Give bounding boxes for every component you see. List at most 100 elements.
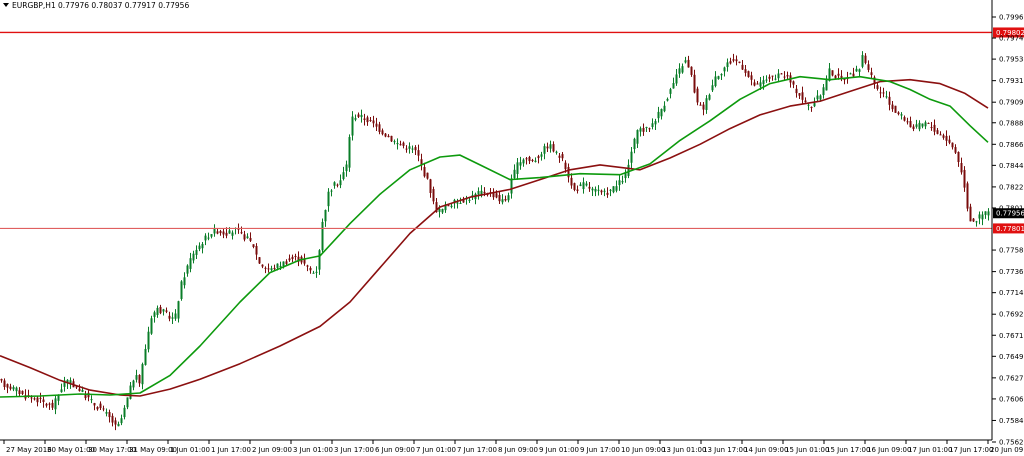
candle (537, 154, 540, 164)
candle-body (933, 124, 936, 132)
candle (360, 109, 363, 123)
candle-body (312, 272, 315, 274)
candle-body (573, 183, 576, 190)
candle-body (666, 98, 669, 101)
candle (216, 228, 219, 235)
time-tick-label: 7 Jun 01:00 (416, 446, 456, 454)
candle-body (528, 156, 531, 162)
candle (738, 61, 741, 64)
candle (390, 135, 393, 143)
candle-body (432, 189, 435, 202)
time-tick-label: 6 Jun 09:00 (375, 446, 415, 454)
candle-body (669, 89, 672, 94)
time-tick-label: 13 Jun 01:00 (662, 446, 706, 454)
candle-body (303, 258, 306, 264)
candle (444, 201, 447, 213)
time-tick-label: 31 May 09:00 (129, 446, 177, 454)
candle-body (699, 104, 702, 106)
candle (528, 155, 531, 164)
candle-body (771, 75, 774, 77)
candle-body (405, 148, 408, 150)
candle-body (315, 271, 318, 273)
candle (270, 265, 273, 272)
candle-body (567, 167, 570, 178)
candle-body (0, 378, 3, 381)
candle-body (438, 208, 441, 212)
candle-body (522, 159, 525, 164)
candle (801, 86, 804, 105)
candle-body (84, 393, 87, 399)
time-tick-label: 3 Jun 01:00 (293, 446, 333, 454)
price-tick-label: 0.76495 (999, 353, 1024, 361)
candle-body (747, 71, 750, 77)
moving-averages (0, 75, 989, 398)
candle (696, 86, 699, 106)
candle-body (327, 191, 330, 207)
candle-body (108, 411, 111, 418)
candle-body (99, 403, 102, 409)
candle (411, 145, 414, 154)
candle (900, 112, 903, 120)
candle (501, 194, 504, 205)
candle-body (345, 164, 348, 172)
candle (957, 151, 960, 167)
candle (606, 187, 609, 198)
candle (180, 280, 183, 301)
candle-body (561, 154, 564, 159)
candle-body (456, 202, 459, 204)
candle (108, 409, 111, 423)
time-tick-label: 3 Jun 17:00 (334, 446, 374, 454)
candle-body (951, 142, 954, 148)
candle-body (441, 209, 444, 213)
candle (924, 120, 927, 130)
candle-body (549, 144, 552, 149)
candle-body (831, 70, 834, 76)
candle (90, 395, 93, 404)
candle-body (186, 265, 189, 274)
candle (930, 121, 933, 131)
candle (144, 344, 147, 366)
candle (735, 55, 738, 66)
candle (168, 311, 171, 322)
candle-body (543, 146, 546, 154)
candle (636, 129, 639, 148)
candle-body (936, 130, 939, 134)
candle (141, 362, 144, 390)
candle (981, 211, 984, 226)
candle (219, 229, 222, 236)
ma-slow-line (0, 78, 989, 397)
candle (354, 114, 357, 122)
time-tick-label: 9 Jun 01:00 (539, 446, 579, 454)
candle-body (429, 179, 432, 194)
candle-body (966, 183, 969, 209)
candle (321, 218, 324, 253)
candle-body (639, 128, 642, 132)
horizontal-levels[interactable]: 0.79802 0.77801 (0, 27, 1024, 234)
collapse-arrow-icon[interactable] (3, 3, 9, 7)
candle (159, 304, 162, 315)
candle-body (798, 93, 801, 96)
candle-body (75, 386, 78, 388)
candle-body (30, 397, 33, 399)
candle (549, 140, 552, 153)
candle-body (507, 195, 510, 201)
candle-body (690, 66, 693, 75)
candle-body (921, 123, 924, 127)
candle (42, 396, 45, 408)
candle (330, 189, 333, 197)
candle (888, 91, 891, 111)
candle-body (210, 234, 213, 237)
candle (771, 75, 774, 81)
candle-body (414, 147, 417, 151)
candle (756, 80, 759, 85)
candle (201, 242, 204, 254)
candle-body (582, 182, 585, 190)
candle-body (963, 169, 966, 188)
candle (648, 127, 651, 132)
candle-body (606, 192, 609, 195)
candle (600, 189, 603, 195)
candle (927, 122, 930, 124)
